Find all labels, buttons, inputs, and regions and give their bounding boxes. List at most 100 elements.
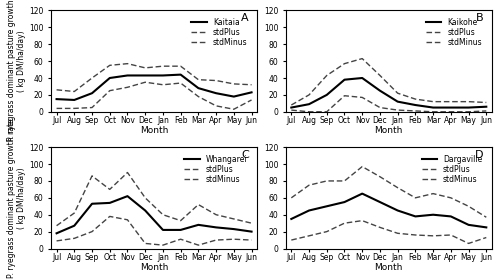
stdMinus xyxy=(412,233,418,237)
Line: stdMinus: stdMinus xyxy=(292,221,486,244)
Kaikohe xyxy=(288,106,294,109)
Line: stdMinus: stdMinus xyxy=(292,96,486,112)
stdMinus xyxy=(142,81,148,84)
stdPlus xyxy=(124,171,130,174)
stdPlus xyxy=(248,83,254,86)
Whangarei xyxy=(196,223,202,227)
stdMinus xyxy=(342,94,347,97)
Line: stdPlus: stdPlus xyxy=(292,167,486,217)
stdPlus xyxy=(412,196,418,199)
stdMinus xyxy=(359,219,365,222)
Dargaville xyxy=(466,223,471,227)
stdMinus xyxy=(248,98,254,102)
stdMinus xyxy=(231,108,237,111)
stdPlus xyxy=(306,184,312,187)
Line: stdPlus: stdPlus xyxy=(56,64,252,92)
stdPlus xyxy=(72,90,78,93)
Dargaville xyxy=(412,215,418,218)
stdMinus xyxy=(377,106,383,109)
stdMinus xyxy=(89,106,95,109)
stdPlus xyxy=(430,192,436,195)
stdPlus xyxy=(196,203,202,206)
Line: Whangarei: Whangarei xyxy=(56,196,252,233)
Line: Kaikohe: Kaikohe xyxy=(292,78,486,108)
stdPlus xyxy=(377,175,383,178)
Kaitaia xyxy=(107,76,113,80)
Whangarei xyxy=(231,227,237,231)
Dargaville xyxy=(430,213,436,217)
stdMinus xyxy=(178,237,184,241)
Kaitaia xyxy=(72,98,78,102)
Kaikohe xyxy=(466,106,471,109)
stdMinus xyxy=(466,242,471,245)
stdPlus xyxy=(142,66,148,69)
stdMinus xyxy=(107,89,113,92)
Whangarei xyxy=(107,201,113,205)
Whangarei xyxy=(124,194,130,198)
stdPlus xyxy=(359,57,365,60)
stdMinus xyxy=(72,237,78,240)
Line: stdMinus: stdMinus xyxy=(56,82,252,109)
stdPlus xyxy=(324,179,330,183)
stdPlus xyxy=(107,188,113,191)
stdPlus xyxy=(72,211,78,215)
Whangarei xyxy=(142,209,148,212)
Line: stdMinus: stdMinus xyxy=(56,217,252,245)
X-axis label: Month: Month xyxy=(374,263,403,272)
stdPlus xyxy=(484,101,490,104)
stdMinus xyxy=(394,232,400,235)
Text: D: D xyxy=(475,150,484,160)
stdPlus xyxy=(231,82,237,86)
stdPlus xyxy=(342,179,347,183)
Kaikohe xyxy=(394,100,400,103)
stdPlus xyxy=(324,74,330,77)
Kaikohe xyxy=(412,103,418,107)
stdPlus xyxy=(107,64,113,67)
stdPlus xyxy=(466,205,471,208)
Dargaville xyxy=(288,217,294,221)
stdPlus xyxy=(342,62,347,65)
Kaikohe xyxy=(430,106,436,109)
Text: C: C xyxy=(241,150,248,160)
Legend: Kaitaia, stdPlus, stdMinus: Kaitaia, stdPlus, stdMinus xyxy=(190,16,249,49)
Kaitaia xyxy=(231,95,237,98)
stdMinus xyxy=(213,238,219,242)
Dargaville xyxy=(342,200,347,204)
stdMinus xyxy=(213,104,219,107)
Kaikohe xyxy=(484,105,490,108)
stdPlus xyxy=(54,224,60,227)
Dargaville xyxy=(306,209,312,212)
stdMinus xyxy=(288,238,294,242)
stdPlus xyxy=(306,93,312,97)
stdMinus xyxy=(248,238,254,242)
Kaikohe xyxy=(359,76,365,80)
Kaitaia xyxy=(248,91,254,94)
Legend: Whangarei, stdPlus, stdMinus: Whangarei, stdPlus, stdMinus xyxy=(183,153,249,185)
Dargaville xyxy=(377,200,383,204)
stdMinus xyxy=(484,109,490,113)
stdPlus xyxy=(359,165,365,168)
stdMinus xyxy=(72,107,78,110)
Whangarei xyxy=(89,202,95,205)
stdPlus xyxy=(89,76,95,80)
stdPlus xyxy=(160,64,166,68)
Line: Kaitaia: Kaitaia xyxy=(56,74,252,100)
Kaikohe xyxy=(306,102,312,106)
stdPlus xyxy=(430,100,436,103)
stdPlus xyxy=(213,213,219,217)
stdPlus xyxy=(178,219,184,222)
Whangarei xyxy=(213,226,219,229)
stdPlus xyxy=(377,74,383,77)
Dargaville xyxy=(484,226,490,229)
Kaikohe xyxy=(377,89,383,92)
stdPlus xyxy=(231,217,237,221)
stdMinus xyxy=(394,109,400,112)
stdPlus xyxy=(448,100,454,103)
stdPlus xyxy=(248,222,254,225)
stdPlus xyxy=(466,100,471,103)
stdPlus xyxy=(142,196,148,199)
stdMinus xyxy=(484,236,490,239)
stdMinus xyxy=(54,239,60,242)
stdMinus xyxy=(160,244,166,247)
stdMinus xyxy=(359,96,365,99)
